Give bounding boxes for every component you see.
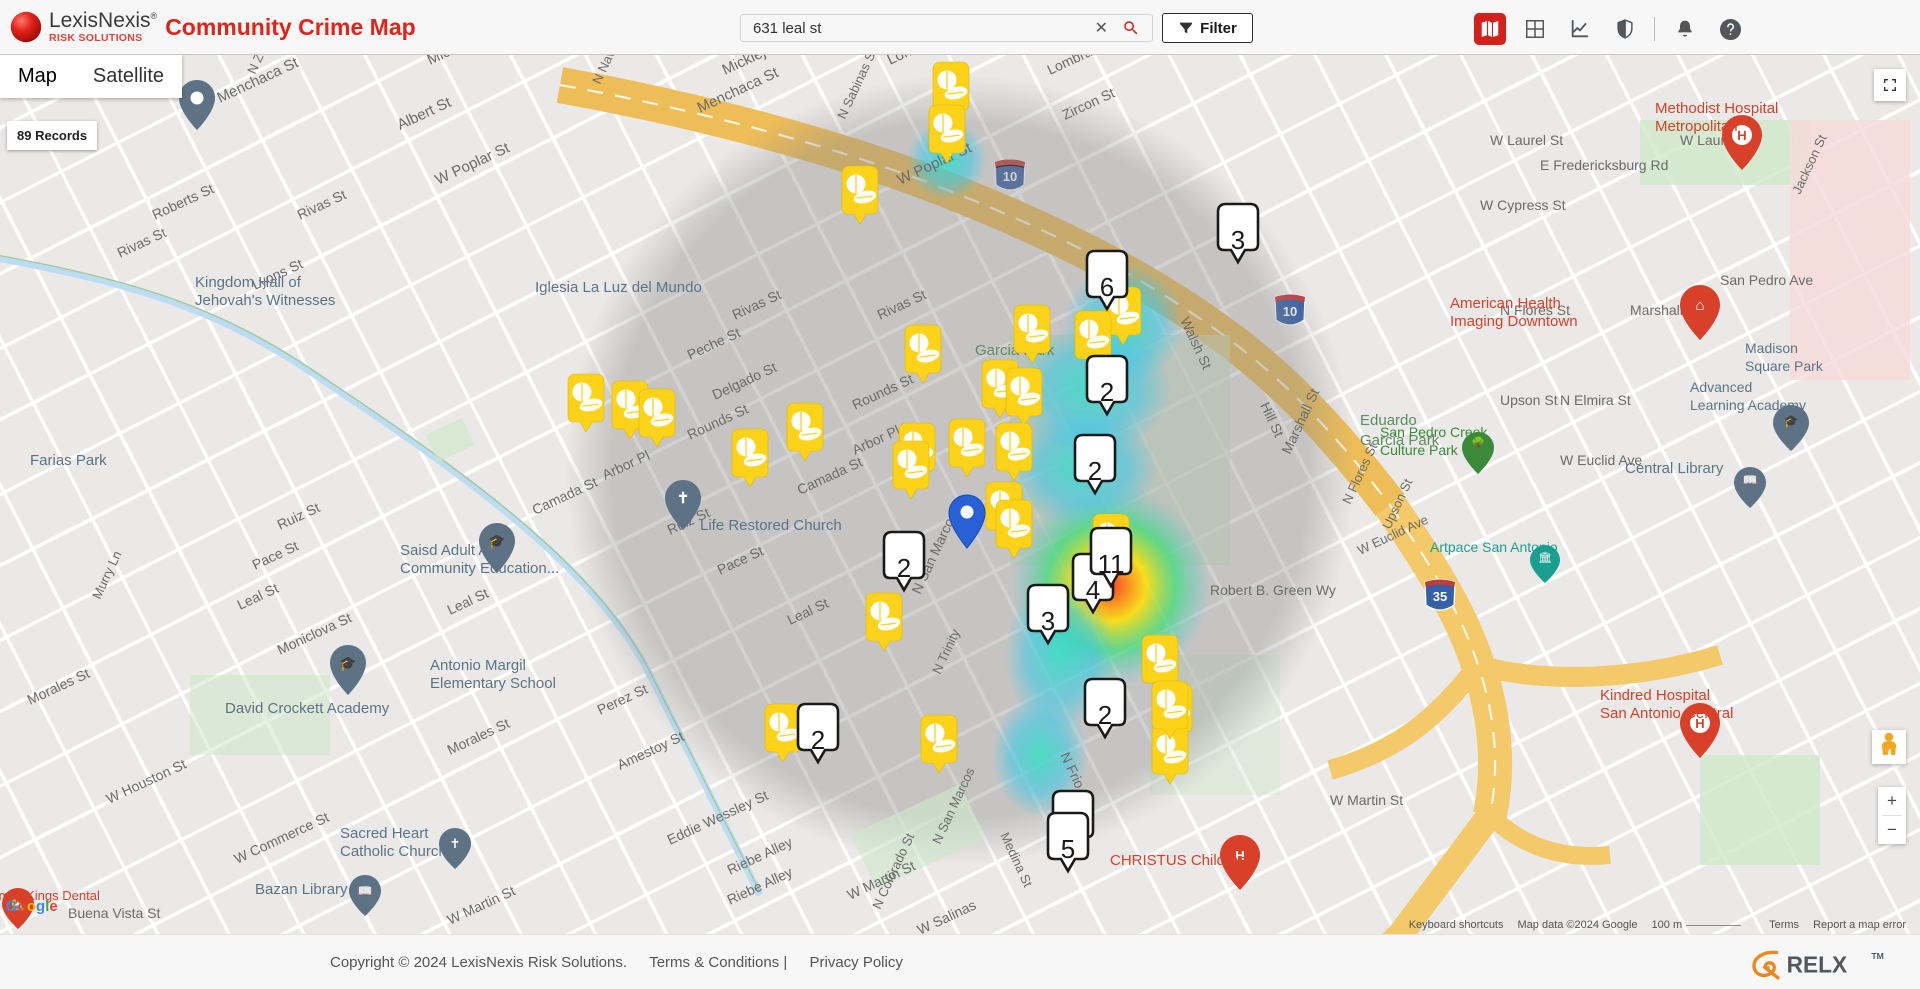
- svg-text:Saisd Adult And: Saisd Adult And: [400, 542, 505, 559]
- svg-text:✝: ✝: [677, 490, 690, 507]
- svg-text:Learning Academy: Learning Academy: [1690, 397, 1806, 413]
- svg-text:Iglesia La Luz del Mundo: Iglesia La Luz del Mundo: [535, 279, 702, 296]
- svg-text:W Laurel St: W Laurel St: [1490, 132, 1563, 148]
- svg-text:Kindred Hospital: Kindred Hospital: [1600, 687, 1710, 704]
- svg-text:RELX: RELX: [1787, 951, 1847, 977]
- svg-text:Catholic Church: Catholic Church: [340, 843, 447, 860]
- svg-text:San Pedro Creek: San Pedro Creek: [1380, 424, 1488, 440]
- svg-text:Google: Google: [6, 898, 58, 915]
- svg-text:H: H: [1737, 128, 1746, 143]
- svg-text:2: 2: [897, 553, 911, 583]
- svg-text:Farias Park: Farias Park: [30, 452, 107, 469]
- svg-text:Culture Park: Culture Park: [1380, 442, 1459, 458]
- svg-text:3: 3: [1231, 225, 1245, 255]
- svg-text:Kingdom Hall of: Kingdom Hall of: [195, 274, 302, 291]
- svg-text:CHRISTUS Children's: CHRISTUS Children's: [1110, 852, 1257, 869]
- svg-text:🎓: 🎓: [1784, 414, 1799, 428]
- svg-text:Central Library: Central Library: [1625, 460, 1724, 477]
- svg-text:2: 2: [811, 725, 825, 755]
- svg-text:W Martin St: W Martin St: [1330, 792, 1403, 808]
- svg-text:📖: 📖: [358, 884, 373, 898]
- svg-text:San Antonio Central: San Antonio Central: [1600, 705, 1733, 722]
- svg-text:Life Restored Church: Life Restored Church: [700, 517, 842, 534]
- svg-text:Antonio Margil: Antonio Margil: [430, 657, 526, 674]
- svg-text:Imaging Downtown: Imaging Downtown: [1450, 313, 1578, 330]
- svg-text:Artpace San Antonio: Artpace San Antonio: [1430, 539, 1558, 555]
- svg-text:W Cypress St: W Cypress St: [1480, 197, 1566, 213]
- svg-text:Sacred Heart: Sacred Heart: [340, 825, 429, 842]
- svg-text:San Pedro Ave: San Pedro Ave: [1720, 272, 1813, 288]
- svg-text:Madison: Madison: [1745, 340, 1798, 356]
- svg-text:Upson St: Upson St: [1500, 392, 1558, 408]
- svg-text:2: 2: [1088, 456, 1102, 486]
- svg-text:11: 11: [1098, 549, 1125, 579]
- svg-text:📖: 📖: [1743, 473, 1758, 487]
- svg-text:4: 4: [1086, 575, 1100, 605]
- svg-text:5: 5: [1061, 834, 1075, 864]
- svg-text:TM: TM: [1871, 951, 1884, 961]
- svg-text:6: 6: [1100, 272, 1114, 302]
- svg-text:2: 2: [1098, 700, 1112, 730]
- svg-text:⌂: ⌂: [1695, 297, 1704, 314]
- svg-text:✝: ✝: [450, 836, 461, 851]
- svg-text:3: 3: [1041, 606, 1055, 636]
- svg-text:N Elmira St: N Elmira St: [1560, 392, 1631, 408]
- svg-text:Advanced: Advanced: [1690, 379, 1752, 395]
- svg-text:David Crockett Academy: David Crockett Academy: [225, 700, 390, 717]
- svg-text:2: 2: [1100, 377, 1114, 407]
- svg-text:Square Park: Square Park: [1745, 358, 1824, 374]
- svg-text:E Fredericksburg Rd: E Fredericksburg Rd: [1540, 157, 1668, 173]
- svg-text:Methodist Hospital: Methodist Hospital: [1655, 100, 1778, 117]
- svg-text:Robert B. Green Wy: Robert B. Green Wy: [1210, 582, 1336, 598]
- svg-text:Bazan Library: Bazan Library: [255, 881, 348, 898]
- svg-text:35: 35: [1433, 589, 1447, 604]
- svg-text:Metropolitan: Metropolitan: [1655, 118, 1738, 135]
- svg-text:Jehovah's Witnesses: Jehovah's Witnesses: [195, 292, 335, 309]
- svg-text:American Health: American Health: [1450, 295, 1561, 312]
- svg-text:🎓: 🎓: [339, 655, 356, 672]
- svg-text:Community Education...: Community Education...: [400, 560, 559, 577]
- svg-text:Elementary School: Elementary School: [430, 675, 556, 692]
